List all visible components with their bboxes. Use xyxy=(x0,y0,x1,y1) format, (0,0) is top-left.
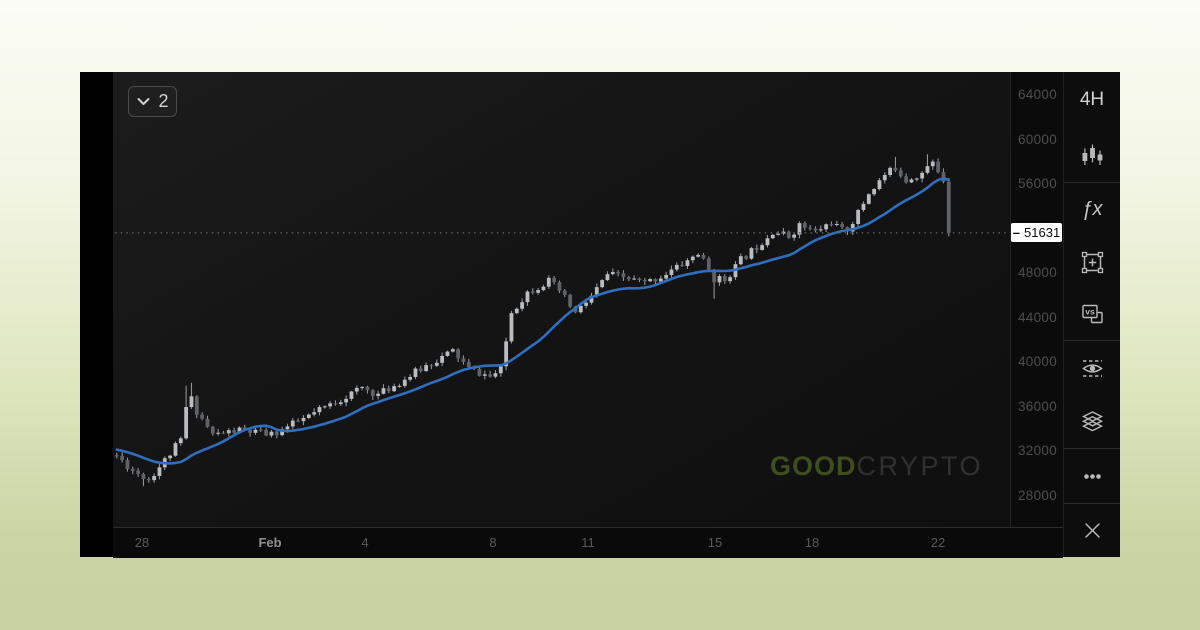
candle-wicks xyxy=(116,154,950,487)
sidebar-divider xyxy=(1064,340,1120,341)
sidebar-item-more[interactable] xyxy=(1064,449,1120,503)
chart-panel: 2 GOODCRYPTO 64000 60000 56000 48000 44000 40… xyxy=(80,72,1120,558)
time-axis-tick: 15 xyxy=(707,535,723,550)
sidebar-item-close[interactable] xyxy=(1064,504,1120,557)
chevron-down-icon xyxy=(137,98,150,105)
time-axis-tick: 4 xyxy=(361,535,369,550)
ellipsis-icon xyxy=(1083,473,1101,479)
candle-bodies xyxy=(114,161,951,481)
price-label-tick: – xyxy=(1012,224,1021,240)
sidebar-item-add-frame[interactable] xyxy=(1064,236,1120,288)
frame-plus-icon xyxy=(1081,251,1103,273)
sidebar-item-compare[interactable]: vs xyxy=(1064,288,1120,340)
candlestick-icon xyxy=(1082,144,1102,165)
price-axis[interactable]: 64000 60000 56000 48000 44000 40000 36000 32000… xyxy=(1010,72,1064,527)
watermark-light-text: CRYPTO xyxy=(856,451,984,481)
price-axis-tick: 56000 xyxy=(1018,176,1058,192)
svg-text:vs: vs xyxy=(1085,306,1095,316)
sidebar-divider xyxy=(1064,448,1120,449)
price-axis-tick: 40000 xyxy=(1018,354,1058,370)
price-label-value: 51631 xyxy=(1024,225,1061,241)
watermark-bold-text: GOOD xyxy=(770,451,857,481)
time-axis-tick: Feb xyxy=(258,535,282,550)
left-black-strip xyxy=(80,72,113,557)
goodcrypto-watermark: GOODCRYPTO xyxy=(770,453,983,480)
sidebar-item-timeframe[interactable]: 4H xyxy=(1064,72,1120,128)
price-axis-tick: 64000 xyxy=(1018,87,1058,102)
sidebar-divider xyxy=(1064,503,1120,504)
timeframe-label: 4H xyxy=(1079,89,1105,110)
time-axis-tick: 8 xyxy=(489,535,497,550)
price-axis-tick: 28000 xyxy=(1018,488,1058,503)
chart-plot-area[interactable] xyxy=(113,72,1010,527)
sidebar-item-indicators[interactable]: ƒx xyxy=(1064,183,1120,236)
price-axis-tick: 32000 xyxy=(1018,443,1058,459)
sidebar-item-object-tree[interactable] xyxy=(1064,395,1120,448)
eye-dashed-icon xyxy=(1081,359,1103,377)
price-chart-svg xyxy=(114,154,1010,487)
time-axis-tick: 18 xyxy=(804,535,820,550)
collapse-count-label: 2 xyxy=(158,91,169,111)
time-axis-tick: 11 xyxy=(581,535,595,550)
compare-vs-icon: vs xyxy=(1081,304,1103,323)
moving-average-line xyxy=(115,176,951,465)
time-axis[interactable]: 28 Feb 4 8 11 15 18 22 xyxy=(113,527,1063,558)
close-x-icon xyxy=(1084,523,1100,538)
price-axis-tick: 60000 xyxy=(1018,131,1058,147)
current-price-label: –51631 xyxy=(1011,223,1062,243)
fx-indicators-icon: ƒx xyxy=(1081,198,1103,220)
sidebar-divider xyxy=(1064,182,1120,183)
price-axis-tick: 36000 xyxy=(1018,398,1058,414)
collapse-legend-button[interactable]: 2 xyxy=(128,86,177,117)
price-axis-tick: 48000 xyxy=(1018,265,1058,281)
time-axis-tick: 28 xyxy=(134,535,150,550)
tool-sidebar: 4H ƒx v xyxy=(1063,72,1120,557)
time-axis-tick: 22 xyxy=(930,535,946,550)
price-axis-tick: 44000 xyxy=(1018,309,1058,325)
sidebar-item-hide-drawings[interactable] xyxy=(1064,341,1120,395)
sidebar-item-chart-style[interactable] xyxy=(1064,128,1120,182)
layers-icon xyxy=(1081,411,1103,432)
